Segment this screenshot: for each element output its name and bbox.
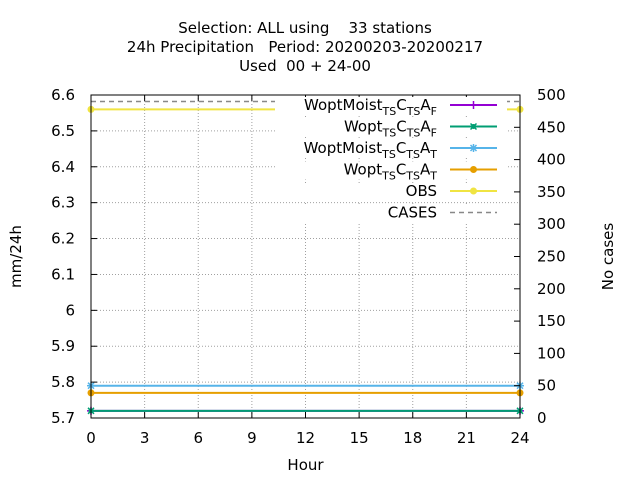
legend-label: WoptMoistTSCTSAT (304, 139, 438, 161)
y-axis-label: mm/24h (7, 225, 25, 288)
y2-tick-label: 500 (537, 86, 566, 104)
y-tick-label: 6 (65, 301, 75, 319)
title-line: 24h Precipitation Period: 20200203-20200… (127, 38, 483, 56)
data-point (469, 101, 478, 109)
data-point (469, 122, 478, 131)
y-tick-label: 6.3 (51, 194, 75, 212)
x-tick-label: 3 (140, 429, 150, 447)
legend-background (275, 140, 507, 158)
y2-tick-label: 50 (537, 377, 556, 395)
x-tick-label: 0 (86, 429, 96, 447)
y-tick-label: 5.7 (51, 409, 75, 427)
x-tick-label: 18 (403, 429, 422, 447)
legend-background (275, 161, 507, 180)
legend-label: WoptTSCTSAF (344, 118, 437, 140)
legend-label: WoptTSCTSAT (344, 161, 438, 183)
y-tick-label: 5.8 (51, 373, 75, 391)
legend-background (275, 183, 507, 201)
title-line: Used 00 + 24-00 (239, 57, 371, 75)
y2-tick-label: 150 (537, 312, 566, 330)
y2-tick-label: 400 (537, 151, 566, 169)
y-tick-label: 6.5 (51, 122, 75, 140)
legend: WoptMoistTSCTSAFWoptTSCTSAFWoptMoistTSCT… (275, 96, 507, 223)
legend-label: CASES (388, 204, 437, 222)
x-axis-label: Hour (287, 456, 324, 474)
legend-label: OBS (406, 182, 437, 200)
legend-background (275, 118, 507, 137)
data-point (469, 144, 478, 152)
legend-background (275, 204, 507, 223)
x-tick-label: 12 (296, 429, 315, 447)
y-tick-label: 6.4 (51, 158, 75, 176)
data-point (470, 166, 477, 173)
x-tick-label: 24 (510, 429, 529, 447)
y2-axis-label: No cases (599, 223, 617, 291)
y-tick-label: 6.6 (51, 86, 75, 104)
legend-background (275, 97, 507, 115)
y-tick-label: 5.9 (51, 337, 75, 355)
data-point (470, 187, 477, 195)
y2-tick-label: 350 (537, 183, 566, 201)
y2-tick-label: 100 (537, 344, 566, 362)
x-tick-label: 21 (457, 429, 476, 447)
legend-label: WoptMoistTSCTSAF (304, 96, 437, 118)
y2-tick-label: 450 (537, 118, 566, 136)
title-line: Selection: ALL using 33 stations (178, 19, 432, 37)
x-tick-label: 9 (247, 429, 257, 447)
y-tick-label: 6.1 (51, 265, 75, 283)
y-tick-label: 6.2 (51, 230, 75, 248)
y2-tick-label: 0 (537, 409, 547, 427)
axis-ticks: 0 3 6 9 12 15 18 21 24 6.6 6.5 6.4 6.3 6.2 6.1 6 5.9 5.8 5… (51, 86, 566, 447)
x-tick-label: 6 (193, 429, 203, 447)
y2-tick-label: 250 (537, 248, 566, 266)
y2-tick-label: 300 (537, 215, 566, 233)
x-tick-label: 15 (350, 429, 369, 447)
y2-tick-label: 200 (537, 280, 566, 298)
